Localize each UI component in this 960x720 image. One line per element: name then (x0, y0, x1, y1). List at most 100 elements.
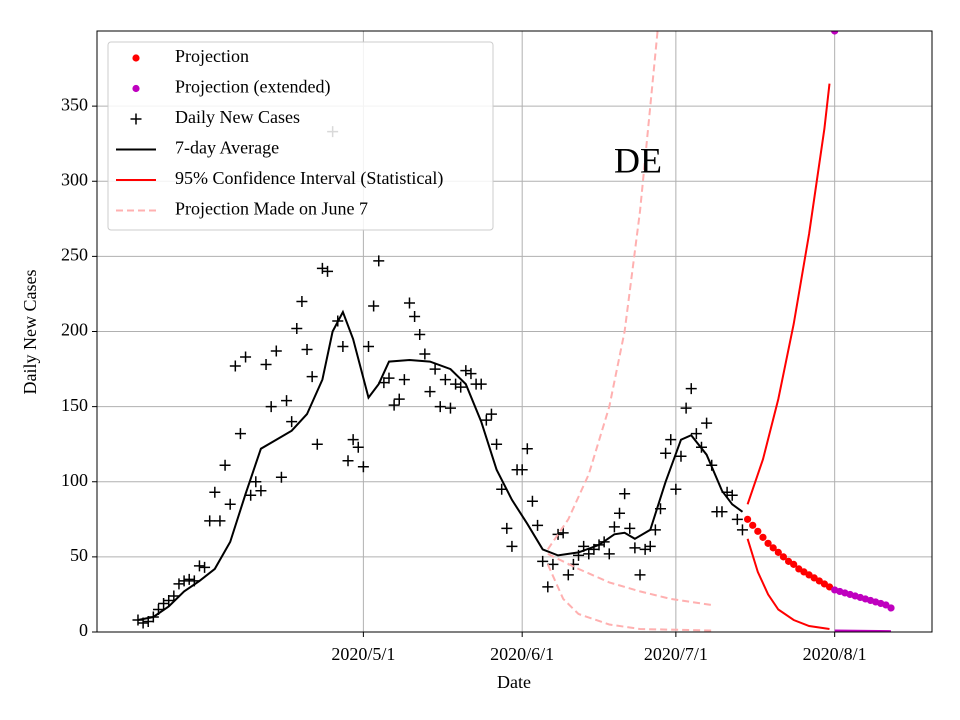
case-point (286, 416, 298, 428)
case-point (281, 395, 293, 407)
case-point (629, 542, 641, 554)
case-point (521, 443, 533, 455)
case-point (403, 297, 415, 309)
case-point (588, 543, 600, 555)
legend-label: Daily New Cases (175, 107, 300, 127)
case-point (444, 402, 456, 414)
case-point (716, 506, 728, 518)
case-point (352, 441, 364, 453)
series-line (546, 563, 712, 632)
case-point (347, 434, 359, 446)
case-point (209, 486, 221, 498)
case-point (322, 265, 334, 277)
series-line (746, 538, 830, 630)
case-point (506, 540, 518, 552)
case-point (496, 483, 508, 495)
case-point (245, 489, 257, 501)
case-point (270, 345, 282, 357)
legend-marker (132, 54, 140, 62)
case-point (455, 381, 467, 393)
case-point (660, 447, 672, 459)
series-line (834, 629, 892, 632)
case-point (557, 527, 569, 539)
case-point (193, 560, 205, 572)
case-point (552, 528, 564, 540)
projection-point (743, 515, 752, 523)
y-tick-label: 0 (79, 620, 88, 640)
case-point (665, 434, 677, 446)
y-tick-label: 200 (61, 320, 88, 340)
case-point (562, 569, 574, 581)
case-point (701, 417, 713, 429)
case-point (409, 310, 421, 322)
case-point (275, 471, 287, 483)
y-tick-label: 300 (61, 169, 88, 189)
legend-box (107, 41, 494, 231)
case-point (204, 515, 216, 527)
case-point (475, 378, 487, 390)
case-point (199, 561, 211, 573)
projection-point (759, 533, 767, 541)
y-tick-label: 250 (61, 245, 88, 265)
case-point (501, 522, 513, 534)
case-point (624, 522, 636, 534)
y-tick-label: 150 (61, 395, 88, 415)
case-point (265, 401, 277, 413)
x-tick-label: 2020/5/1 (331, 644, 395, 664)
case-point (619, 488, 631, 500)
legend-marker (132, 84, 140, 93)
case-point (301, 344, 313, 356)
case-point (424, 386, 436, 398)
case-point (537, 555, 549, 567)
x-tick-label: 2020/8/1 (803, 644, 867, 664)
annotation: DE (614, 140, 662, 180)
x-tick-label: 2020/6/1 (490, 644, 554, 664)
legend-label: 7-day Average (175, 138, 279, 158)
case-point (255, 485, 267, 497)
case-point (414, 329, 426, 341)
legend-label: Projection Made on June 7 (175, 199, 368, 219)
series-line (137, 309, 744, 621)
x-axis-label: Date (497, 672, 531, 692)
case-point (690, 428, 702, 440)
case-point (260, 359, 272, 371)
axes-frame (96, 30, 933, 633)
projection-point (779, 553, 788, 561)
projection-point (769, 544, 777, 552)
case-point (603, 548, 615, 560)
case-point (608, 521, 620, 533)
case-point (337, 341, 349, 353)
projection-point (831, 31, 839, 35)
case-point (439, 374, 451, 386)
case-point (357, 461, 369, 473)
case-point (214, 515, 226, 527)
case-point (670, 483, 682, 495)
case-point (363, 341, 375, 353)
case-point (183, 573, 195, 585)
case-point (393, 393, 405, 405)
case-point (163, 594, 175, 606)
case-point (168, 590, 180, 602)
case-point (731, 513, 743, 525)
series-line (546, 31, 659, 550)
y-axis-label: Daily New Cases (20, 270, 40, 395)
case-point (419, 348, 431, 360)
case-point (429, 363, 441, 375)
case-point (224, 498, 236, 510)
legend-marker (130, 113, 142, 125)
projection-point (774, 548, 782, 556)
case-point (311, 438, 323, 450)
plot-area (132, 31, 895, 632)
case-point (726, 489, 738, 501)
case-point (250, 476, 262, 488)
x-tick-label: 2020/7/1 (644, 644, 708, 664)
series-line (547, 553, 712, 606)
case-point (368, 300, 380, 312)
case-point (644, 540, 656, 552)
case-point (229, 360, 241, 372)
case-point (485, 408, 497, 420)
case-point (434, 401, 446, 413)
projection-point (764, 539, 772, 547)
case-point (388, 399, 400, 411)
